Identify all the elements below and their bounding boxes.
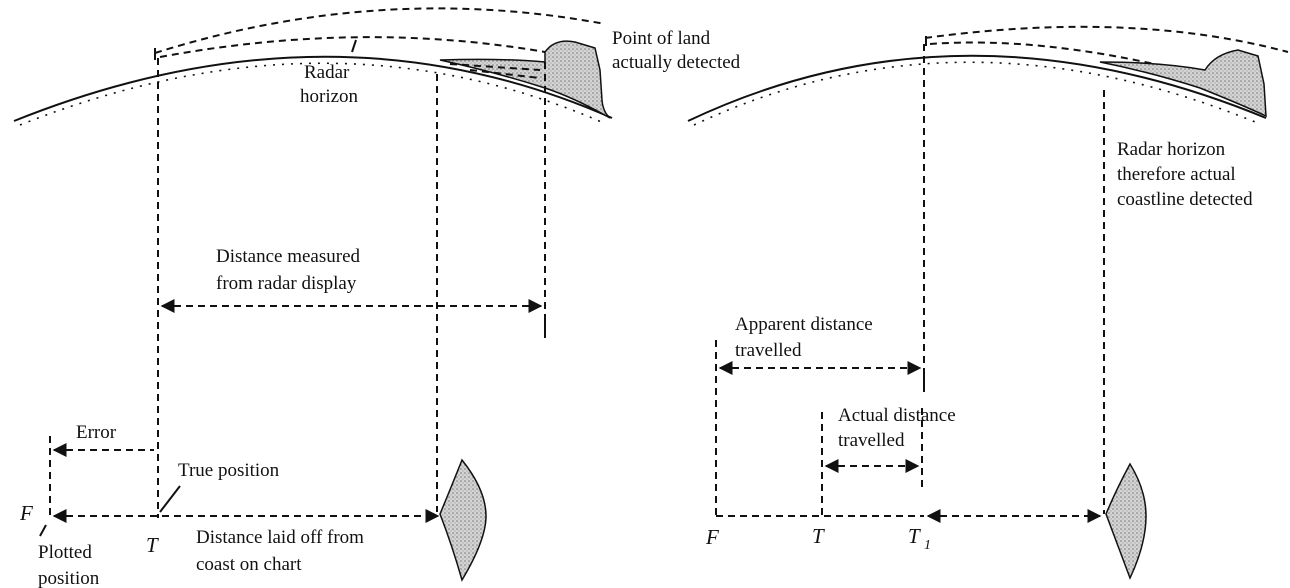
apparent-distance-label-1: Apparent distance — [735, 314, 873, 335]
left-earth-curve — [13, 55, 613, 122]
right-chart-coast — [1105, 462, 1147, 580]
true-position-label: True position — [178, 460, 280, 481]
left-chart-coast — [439, 458, 487, 582]
distance-laid-off-label-1: Distance laid off from — [196, 527, 364, 548]
left-earth-hatching — [19, 62, 607, 126]
right-earth-curve — [687, 54, 1267, 122]
right-radar-horizon-note-3: coastline detected — [1117, 189, 1253, 210]
plotted-position-label-1: Plotted — [38, 542, 92, 563]
left-radar-beam-lower — [159, 36, 546, 58]
right-radar-horizon-note-1: Radar horizon — [1117, 139, 1226, 160]
plotted-position-label-2: position — [38, 568, 100, 588]
right-t1-subscript: 1 — [924, 538, 931, 553]
error-label: Error — [76, 422, 117, 443]
radar-horizon-leader — [351, 39, 357, 53]
true-position-leader — [159, 485, 181, 513]
right-t1-label: T — [908, 524, 921, 548]
right-radar-beam-lower — [929, 41, 1181, 71]
distance-measured-label-1: Distance measured — [216, 246, 361, 267]
right-f-label: F — [705, 525, 719, 549]
right-earth-hatching — [693, 61, 1261, 126]
distance-laid-off-label-2: coast on chart — [196, 554, 302, 575]
apparent-distance-label-2: travelled — [735, 340, 802, 361]
right-radar-horizon-note-2: therefore actual — [1117, 164, 1236, 185]
left-diagram: Point of land actually detected Radar ho… — [13, 7, 741, 588]
right-diagram: Radar horizon therefore actual coastline… — [687, 25, 1289, 580]
actual-distance-label-2: travelled — [838, 430, 905, 451]
right-radar-beam — [924, 25, 1289, 53]
right-land-mass — [1099, 49, 1267, 118]
left-radar-horizon-label-1: Radar — [304, 62, 350, 83]
distance-measured-label-2: from radar display — [216, 273, 357, 294]
left-radar-horizon-label-2: horizon — [300, 86, 359, 107]
left-land-mass — [439, 40, 611, 119]
left-f-label: F — [19, 501, 33, 525]
point-of-land-label-2: actually detected — [612, 52, 741, 73]
plotted-position-leader — [39, 524, 47, 537]
right-t-label: T — [812, 524, 825, 548]
left-radar-beam — [154, 7, 606, 54]
actual-distance-label-1: Actual distance — [838, 405, 956, 426]
left-t-label: T — [146, 533, 159, 557]
point-of-land-label-1: Point of land — [612, 28, 711, 49]
left-land-shoreline-dashes — [449, 63, 541, 79]
